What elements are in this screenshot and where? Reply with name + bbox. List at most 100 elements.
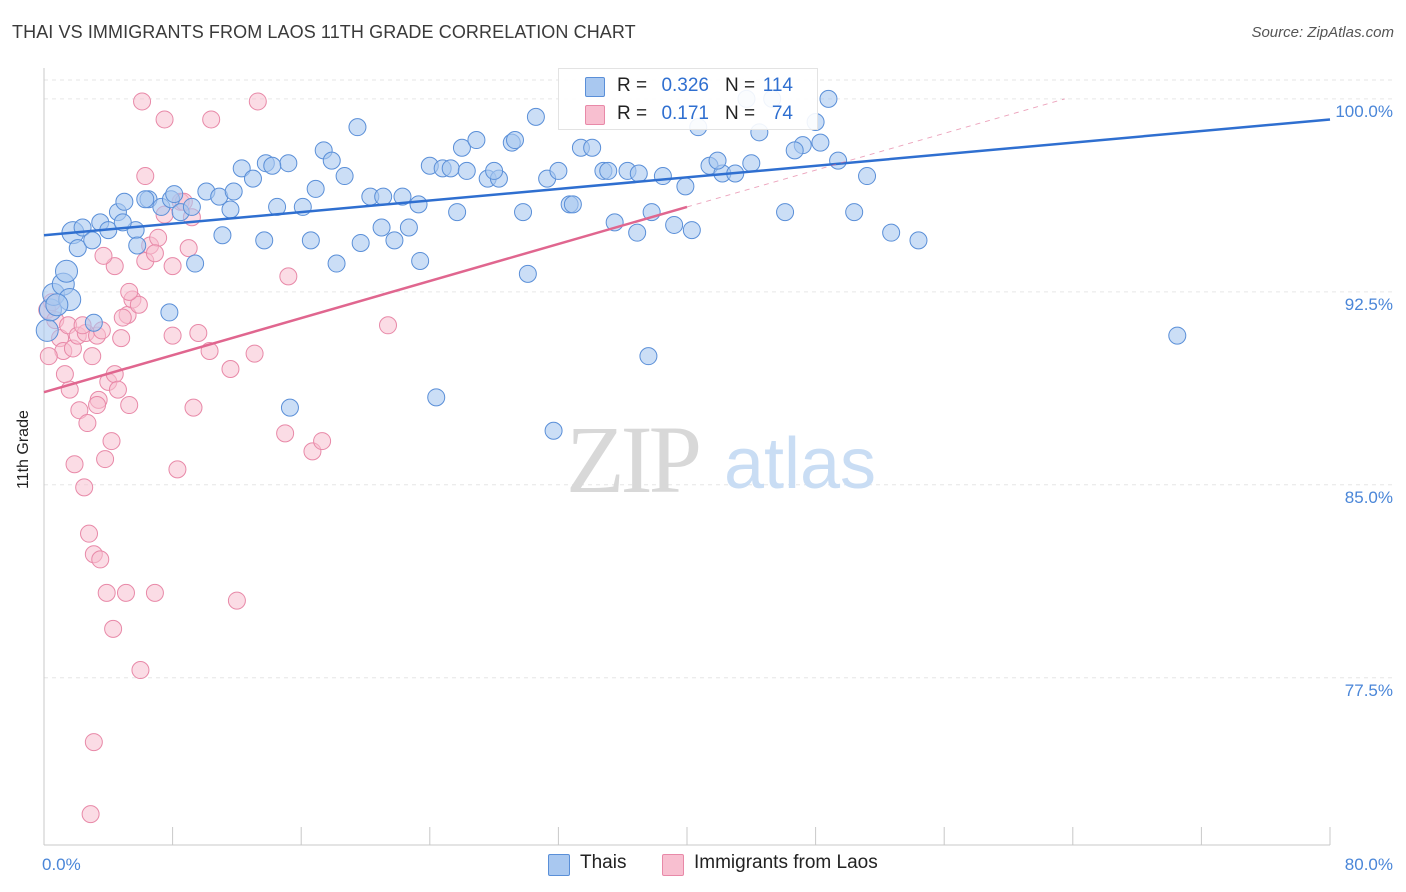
thai-point (682, 221, 701, 240)
laos-point (149, 228, 168, 247)
thai-point (372, 218, 391, 237)
thai-series-points (35, 89, 1187, 440)
laos-point (155, 110, 174, 129)
watermark: ZIP atlas (566, 406, 876, 513)
laos-point (145, 583, 164, 602)
thai-point (583, 138, 602, 157)
thai-point (629, 164, 648, 183)
thai-point (385, 231, 404, 250)
laos-point (88, 396, 107, 415)
thai-point (128, 236, 147, 255)
laos-point (94, 246, 113, 265)
laos-point (96, 450, 115, 469)
y-tick-label: 100.0% (1335, 102, 1393, 121)
chart-title: THAI VS IMMIGRANTS FROM LAOS 11TH GRADE … (12, 22, 636, 42)
laos-point (133, 92, 152, 111)
thai-point (213, 226, 232, 245)
thai-point (115, 192, 134, 211)
thai-point (411, 251, 430, 270)
thai-point (448, 203, 467, 222)
source-note: Source: ZipAtlas.com (1251, 24, 1394, 41)
thai-point (55, 259, 79, 283)
thai-point (776, 203, 795, 222)
laos-point (81, 805, 100, 824)
thai-point (563, 195, 582, 214)
laos-point (55, 365, 74, 384)
thai-point (785, 141, 804, 160)
series-legend: Thais Immigrants from Laos (0, 852, 1406, 876)
thais-legend-swatch (548, 854, 570, 876)
thai-point (457, 161, 476, 180)
laos-point (113, 308, 132, 327)
laos-point (163, 326, 182, 345)
thai-point (243, 169, 262, 188)
laos-point (116, 583, 135, 602)
thai-point (45, 293, 69, 317)
laos-point (78, 414, 97, 433)
r-label: R = (617, 75, 648, 96)
thai-point (306, 179, 325, 198)
thai-point (676, 177, 695, 196)
thai-point (544, 421, 563, 440)
thai-point (165, 185, 184, 204)
thai-point (742, 154, 761, 173)
thai-point (819, 89, 838, 108)
y-tick-label: 85.0% (1345, 488, 1393, 507)
thai-point (628, 223, 647, 242)
laos-legend-label: Immigrants from Laos (694, 852, 878, 873)
thai-point (858, 167, 877, 186)
y-axis-label: 11th Grade (15, 410, 32, 489)
laos-point (168, 460, 187, 479)
thai-point (301, 231, 320, 250)
thai-point (599, 161, 618, 180)
thai-point (322, 151, 341, 170)
n-label: N = (725, 103, 756, 124)
thai-point (526, 107, 545, 126)
thai-point (221, 200, 240, 219)
thai-point (84, 313, 103, 332)
thais-legend-label: Thais (580, 852, 627, 873)
laos-point (379, 316, 398, 335)
laos-point (248, 92, 267, 111)
axes (43, 68, 1331, 846)
thai-point (279, 154, 298, 173)
x-tick-label-min: 0.0% (42, 855, 81, 874)
laos-point (120, 282, 139, 301)
laos-point (97, 583, 116, 602)
thai-point (427, 388, 446, 407)
laos-point (279, 267, 298, 286)
thai-point (224, 182, 243, 201)
laos-trend-line (43, 205, 688, 394)
laos-point (227, 591, 246, 610)
thai-point (351, 233, 370, 252)
thai-point (136, 190, 155, 209)
thai-point (882, 223, 901, 242)
thai-point (83, 231, 102, 250)
laos-point (75, 478, 94, 497)
laos-point (112, 329, 131, 348)
n-value: 74 (771, 103, 793, 124)
thai-point (35, 318, 59, 342)
thai-point (639, 347, 658, 366)
thai-point (399, 218, 418, 237)
r-value: 0.171 (661, 103, 709, 124)
laos-point (276, 424, 295, 443)
r-label: R = (617, 103, 648, 124)
laos-point (245, 344, 264, 363)
thai-point (393, 187, 412, 206)
thais-swatch (585, 77, 605, 97)
laos-point (221, 360, 240, 379)
laos-point (108, 380, 127, 399)
laos-point (102, 432, 121, 451)
thai-point (263, 156, 282, 175)
legend-row-thais: R = 0.326 N = 114 (559, 71, 817, 101)
laos-point (70, 401, 89, 420)
laos-point (163, 257, 182, 276)
y-tick-label: 92.5% (1345, 295, 1393, 314)
laos-point (80, 524, 99, 543)
laos-point (184, 398, 203, 417)
laos-swatch (585, 105, 605, 125)
thai-point (68, 239, 87, 258)
n-value: 114 (762, 75, 793, 96)
